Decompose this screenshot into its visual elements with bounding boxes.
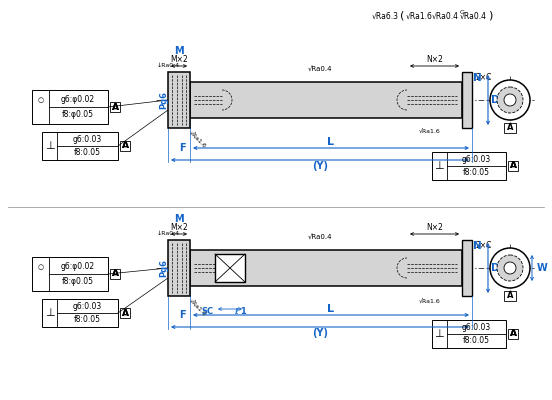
Text: A: A	[112, 102, 119, 112]
Text: A: A	[507, 292, 513, 300]
Text: f8:0.05: f8:0.05	[74, 315, 101, 324]
Text: M: M	[174, 214, 184, 224]
Circle shape	[497, 255, 523, 281]
Text: D: D	[491, 95, 500, 105]
Text: N×2: N×2	[426, 55, 443, 64]
Text: ): )	[488, 11, 492, 21]
Circle shape	[490, 80, 530, 120]
Text: ⊥: ⊥	[45, 141, 55, 151]
Text: A: A	[509, 330, 517, 338]
Text: ⊥: ⊥	[434, 161, 444, 171]
Text: √Ra1.6: √Ra1.6	[188, 130, 207, 149]
Text: √Ra6.3: √Ra6.3	[372, 12, 399, 20]
Text: A: A	[121, 308, 129, 318]
Text: f8:φ0.05: f8:φ0.05	[62, 110, 94, 119]
Bar	[462, 72, 472, 128]
Bar	[42, 132, 118, 160]
Text: D: D	[491, 263, 500, 273]
Text: N: N	[473, 241, 482, 251]
Text: A: A	[112, 102, 119, 112]
Text: A: A	[121, 308, 129, 318]
Bar	[110, 269, 120, 279]
Text: N×2: N×2	[426, 223, 443, 232]
Text: ⊥: ⊥	[434, 329, 444, 339]
Text: g6:φ0.02: g6:φ0.02	[61, 262, 94, 271]
Text: g6:φ0.02: g6:φ0.02	[61, 95, 94, 104]
Text: √Ra1.6: √Ra1.6	[419, 298, 441, 303]
Text: g6:0.03: g6:0.03	[462, 155, 491, 164]
Text: A: A	[509, 162, 517, 170]
Text: f8:0.05: f8:0.05	[463, 336, 490, 345]
Text: SC: SC	[201, 306, 213, 316]
Text: A: A	[112, 270, 119, 278]
Text: L: L	[327, 304, 335, 314]
Text: ⊥: ⊥	[45, 308, 55, 318]
Text: 2×C: 2×C	[475, 242, 491, 250]
Text: M×2: M×2	[170, 223, 188, 232]
Bar	[508, 161, 518, 171]
Text: √Ra1.6: √Ra1.6	[188, 298, 207, 317]
Text: L: L	[327, 137, 335, 147]
Bar	[120, 308, 130, 318]
Text: A: A	[121, 142, 129, 150]
Text: √Ra0.4: √Ra0.4	[308, 67, 332, 73]
Bar	[168, 72, 190, 128]
Bar	[190, 250, 462, 286]
Circle shape	[490, 248, 530, 288]
Bar	[110, 102, 120, 112]
Bar	[432, 320, 506, 348]
Bar	[462, 240, 472, 296]
Text: f8:φ0.05: f8:φ0.05	[62, 277, 94, 286]
Text: f8:0.05: f8:0.05	[463, 168, 490, 177]
Bar	[432, 152, 506, 180]
Bar	[32, 257, 108, 291]
Text: ℓ 1: ℓ 1	[234, 306, 247, 316]
Bar	[168, 240, 190, 296]
Text: Pg6: Pg6	[160, 91, 168, 109]
Text: g6:0.03: g6:0.03	[73, 302, 102, 311]
Text: g6:0.03: g6:0.03	[73, 135, 102, 144]
Bar	[504, 291, 516, 301]
Circle shape	[504, 94, 516, 106]
Circle shape	[497, 87, 523, 113]
Text: √Ra1.6: √Ra1.6	[419, 128, 441, 133]
Text: ↓Ra0.4: ↓Ra0.4	[156, 231, 179, 236]
Text: N: N	[473, 73, 482, 83]
Text: F: F	[179, 143, 186, 153]
Text: Pg6: Pg6	[160, 259, 168, 277]
Text: A: A	[509, 330, 517, 338]
Text: ↓Ra0.4: ↓Ra0.4	[156, 63, 179, 68]
Text: M: M	[174, 46, 184, 56]
Text: (: (	[400, 11, 405, 21]
Bar	[42, 299, 118, 327]
Text: (Y): (Y)	[312, 328, 328, 338]
Bar	[215, 254, 245, 282]
Text: G: G	[460, 10, 465, 14]
Text: g6:0.03: g6:0.03	[462, 323, 491, 332]
Bar	[190, 82, 462, 118]
Text: F: F	[179, 310, 186, 320]
Bar	[504, 123, 516, 133]
Text: √Ra0.4: √Ra0.4	[460, 12, 487, 20]
Bar	[508, 329, 518, 339]
Text: √Ra0.4: √Ra0.4	[308, 235, 332, 241]
Text: √Ra0.4: √Ra0.4	[432, 12, 459, 20]
Text: A: A	[507, 124, 513, 132]
Text: ○: ○	[38, 97, 44, 103]
Text: f8:0.05: f8:0.05	[74, 148, 101, 157]
Text: (Y): (Y)	[312, 161, 328, 171]
Text: A: A	[121, 142, 129, 150]
Text: 2×C: 2×C	[475, 74, 491, 82]
Text: A: A	[112, 270, 119, 278]
Text: W: W	[537, 263, 548, 273]
Bar	[120, 141, 130, 151]
Circle shape	[504, 262, 516, 274]
Text: M×2: M×2	[170, 55, 188, 64]
Text: √Ra1.6: √Ra1.6	[406, 12, 433, 20]
Text: ○: ○	[38, 264, 44, 270]
Text: A: A	[509, 162, 517, 170]
Bar	[32, 90, 108, 124]
